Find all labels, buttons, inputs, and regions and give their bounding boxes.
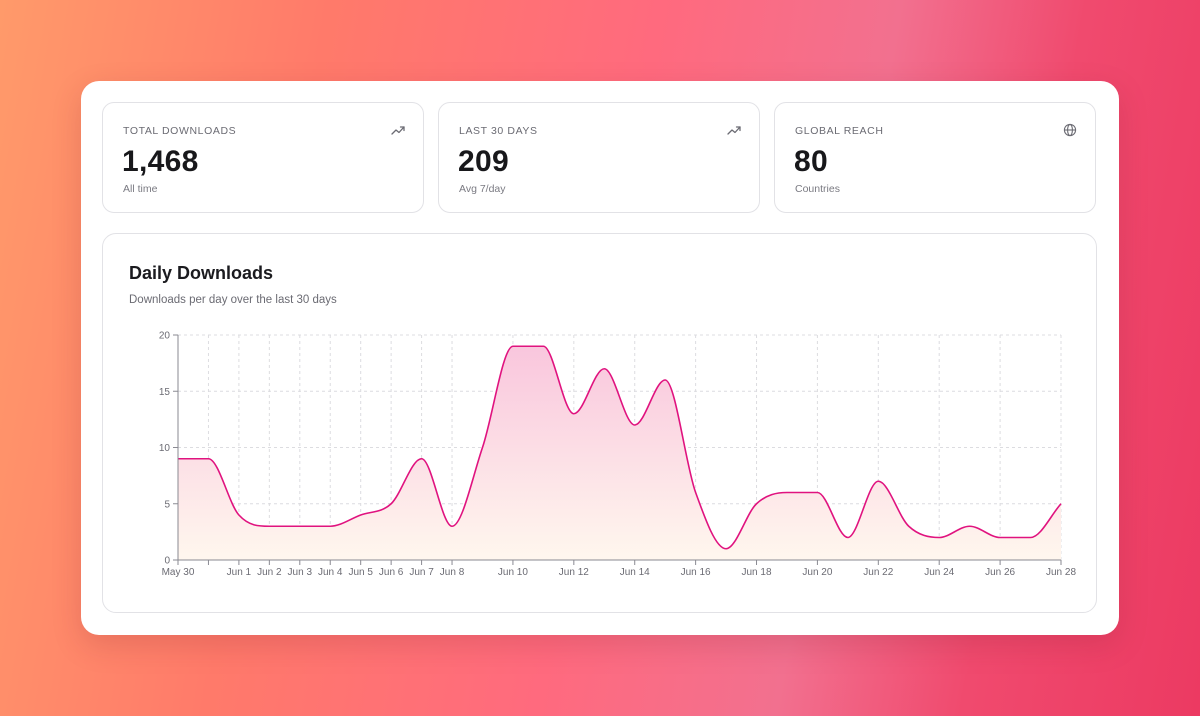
- x-tick-label: Jun 6: [379, 567, 404, 578]
- x-tick-label: Jun 26: [985, 567, 1015, 578]
- series-line: [178, 345, 1062, 550]
- x-tick-label: Jun 24: [924, 567, 954, 578]
- globe-icon: [1063, 123, 1077, 137]
- x-tick-label: Jun 8: [440, 567, 465, 578]
- stat-value: 209: [458, 145, 509, 178]
- x-tick-label: May 30: [162, 567, 195, 578]
- chart-title: Daily Downloads: [129, 263, 274, 283]
- x-tick-label: Jun 14: [620, 567, 650, 578]
- y-tick-label: 0: [164, 556, 170, 567]
- series-area-fill: [178, 346, 1061, 560]
- x-tick-label: Jun 3: [288, 567, 313, 578]
- x-tick-label: Jun 2: [257, 567, 282, 578]
- stat-value: 1,468: [122, 145, 199, 178]
- y-tick-label: 20: [159, 331, 171, 342]
- x-tick-label: Jun 7: [409, 567, 434, 578]
- chart-axes: [173, 334, 1062, 565]
- stat-card-total-downloads: TOTAL DOWNLOADS 1,468 All time: [102, 102, 424, 213]
- y-tick-label: 15: [159, 387, 171, 398]
- stat-value: 80: [794, 145, 828, 178]
- chart-area-layer: [178, 345, 1062, 560]
- stat-subtext: Avg 7/day: [459, 183, 506, 195]
- x-tick-label: Jun 20: [802, 567, 832, 578]
- x-tick-label: Jun 4: [318, 567, 343, 578]
- stat-subtext: All time: [123, 183, 158, 195]
- stat-label: TOTAL DOWNLOADS: [123, 125, 237, 137]
- chart-tick-labels: 0 5 10 15 20 May 30 Jun 1 Jun 2 Jun 3 Jun 4 Jun 5 J…: [159, 331, 1077, 579]
- stat-card-last-30-days: LAST 30 DAYS 209 Avg 7/day: [438, 102, 760, 213]
- chart-subtitle: Downloads per day over the last 30 days: [129, 294, 337, 306]
- stat-label: GLOBAL REACH: [795, 125, 884, 137]
- trending-up-icon: [727, 126, 741, 135]
- y-tick-label: 10: [159, 443, 171, 454]
- x-tick-label: Jun 18: [742, 567, 772, 578]
- x-tick-label: Jun 10: [498, 567, 528, 578]
- x-tick-label: Jun 5: [348, 567, 373, 578]
- x-tick-label: Jun 1: [227, 567, 252, 578]
- x-tick-label: Jun 22: [863, 567, 893, 578]
- x-tick-label: Jun 12: [559, 567, 589, 578]
- stat-label: LAST 30 DAYS: [459, 125, 538, 137]
- stat-card-global-reach: GLOBAL REACH 80 Countries: [774, 102, 1096, 213]
- trending-up-icon: [391, 126, 405, 135]
- y-tick-label: 5: [164, 499, 170, 510]
- dashboard-card: TOTAL DOWNLOADS 1,468 All time LAST 30 D…: [81, 81, 1119, 635]
- daily-downloads-chart-card: Daily Downloads Downloads per day over t…: [102, 233, 1097, 613]
- downloads-area-chart: 0 5 10 15 20 May 30 Jun 1 Jun 2 Jun 3 Jun 4 Jun 5 J…: [159, 331, 1077, 579]
- x-tick-label: Jun 28: [1046, 567, 1076, 578]
- stat-subtext: Countries: [795, 183, 840, 195]
- x-tick-label: Jun 16: [681, 567, 711, 578]
